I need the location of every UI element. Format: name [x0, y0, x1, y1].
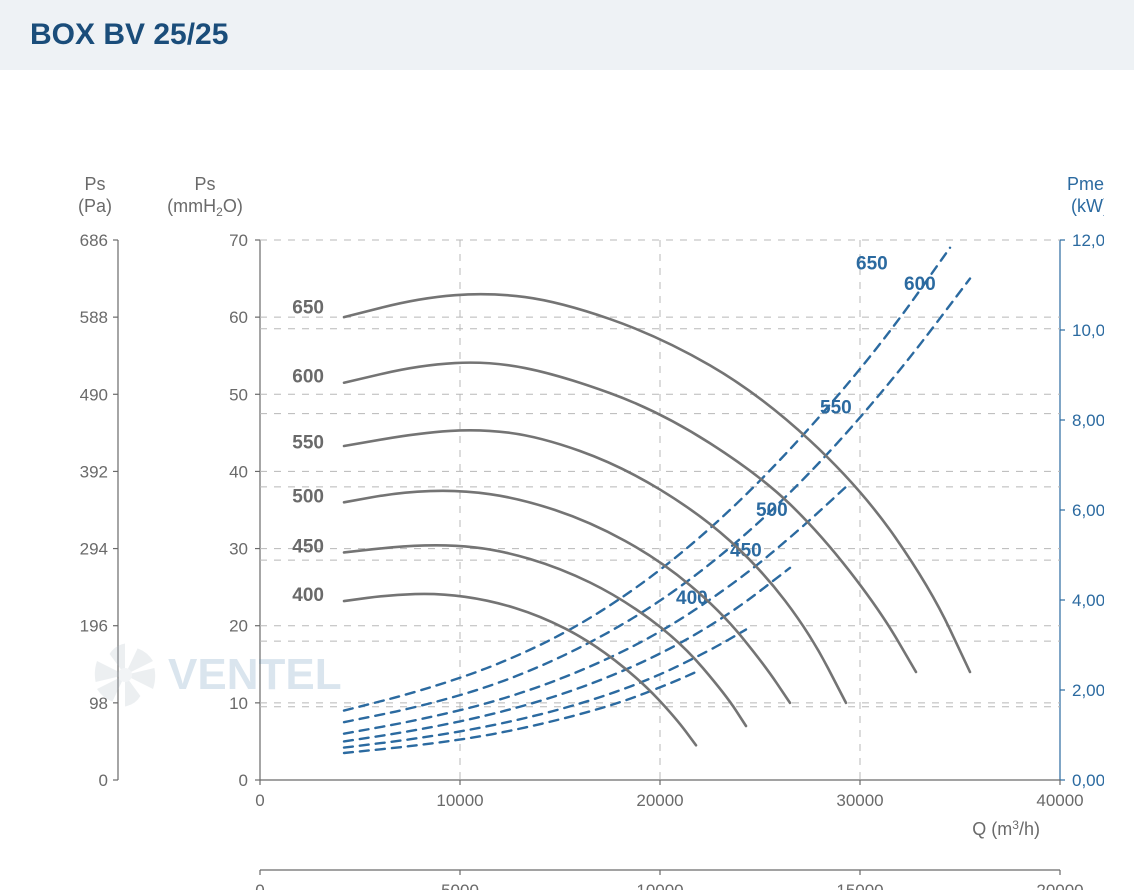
svg-text:2,00: 2,00: [1072, 681, 1104, 700]
svg-text:40000: 40000: [1036, 791, 1083, 810]
svg-text:650: 650: [856, 253, 888, 274]
svg-text:Pmec: Pmec: [1067, 174, 1104, 194]
svg-text:(kW): (kW): [1071, 196, 1104, 216]
svg-text:588: 588: [80, 308, 108, 327]
svg-text:50: 50: [229, 385, 248, 404]
svg-text:6,00: 6,00: [1072, 501, 1104, 520]
svg-text:60: 60: [229, 308, 248, 327]
svg-text:490: 490: [80, 385, 108, 404]
svg-text:12,0: 12,0: [1072, 231, 1104, 250]
svg-text:600: 600: [292, 367, 324, 388]
svg-text:Ps: Ps: [194, 174, 215, 194]
svg-text:500: 500: [292, 486, 324, 507]
svg-text:0: 0: [99, 771, 108, 790]
performance-chart: Ps(Pa)098196294392490588686Ps(mmH2O)0102…: [60, 90, 1104, 890]
svg-text:450: 450: [292, 536, 324, 557]
svg-text:0,00: 0,00: [1072, 771, 1104, 790]
svg-text:5000: 5000: [441, 881, 479, 890]
svg-text:4,00: 4,00: [1072, 591, 1104, 610]
svg-text:0: 0: [255, 791, 264, 810]
svg-text:20: 20: [229, 617, 248, 636]
svg-text:500: 500: [756, 500, 788, 521]
svg-text:20000: 20000: [636, 791, 683, 810]
svg-text:98: 98: [89, 694, 108, 713]
svg-text:70: 70: [229, 231, 248, 250]
svg-text:400: 400: [676, 588, 708, 609]
svg-text:10000: 10000: [436, 791, 483, 810]
svg-text:392: 392: [80, 462, 108, 481]
title-bar: BOX BV 25/25: [0, 0, 1134, 70]
svg-text:Q (m3/h): Q (m3/h): [972, 818, 1040, 839]
svg-text:30: 30: [229, 540, 248, 559]
svg-text:600: 600: [904, 274, 936, 295]
svg-text:20000: 20000: [1036, 881, 1083, 890]
svg-text:650: 650: [292, 297, 324, 318]
svg-text:0: 0: [239, 771, 248, 790]
svg-text:0: 0: [255, 881, 264, 890]
svg-text:(mmH2O): (mmH2O): [167, 196, 243, 219]
svg-text:15000: 15000: [836, 881, 883, 890]
svg-text:294: 294: [80, 540, 108, 559]
svg-text:10: 10: [229, 694, 248, 713]
svg-text:30000: 30000: [836, 791, 883, 810]
svg-text:550: 550: [292, 432, 324, 453]
svg-text:686: 686: [80, 231, 108, 250]
svg-text:10000: 10000: [636, 881, 683, 890]
svg-text:8,00: 8,00: [1072, 411, 1104, 430]
svg-text:Ps: Ps: [84, 174, 105, 194]
svg-text:10,0: 10,0: [1072, 321, 1104, 340]
svg-text:40: 40: [229, 462, 248, 481]
svg-text:196: 196: [80, 617, 108, 636]
page-title: BOX BV 25/25: [30, 18, 1104, 52]
svg-text:550: 550: [820, 398, 852, 419]
svg-text:(Pa): (Pa): [78, 196, 112, 216]
svg-text:400: 400: [292, 585, 324, 606]
